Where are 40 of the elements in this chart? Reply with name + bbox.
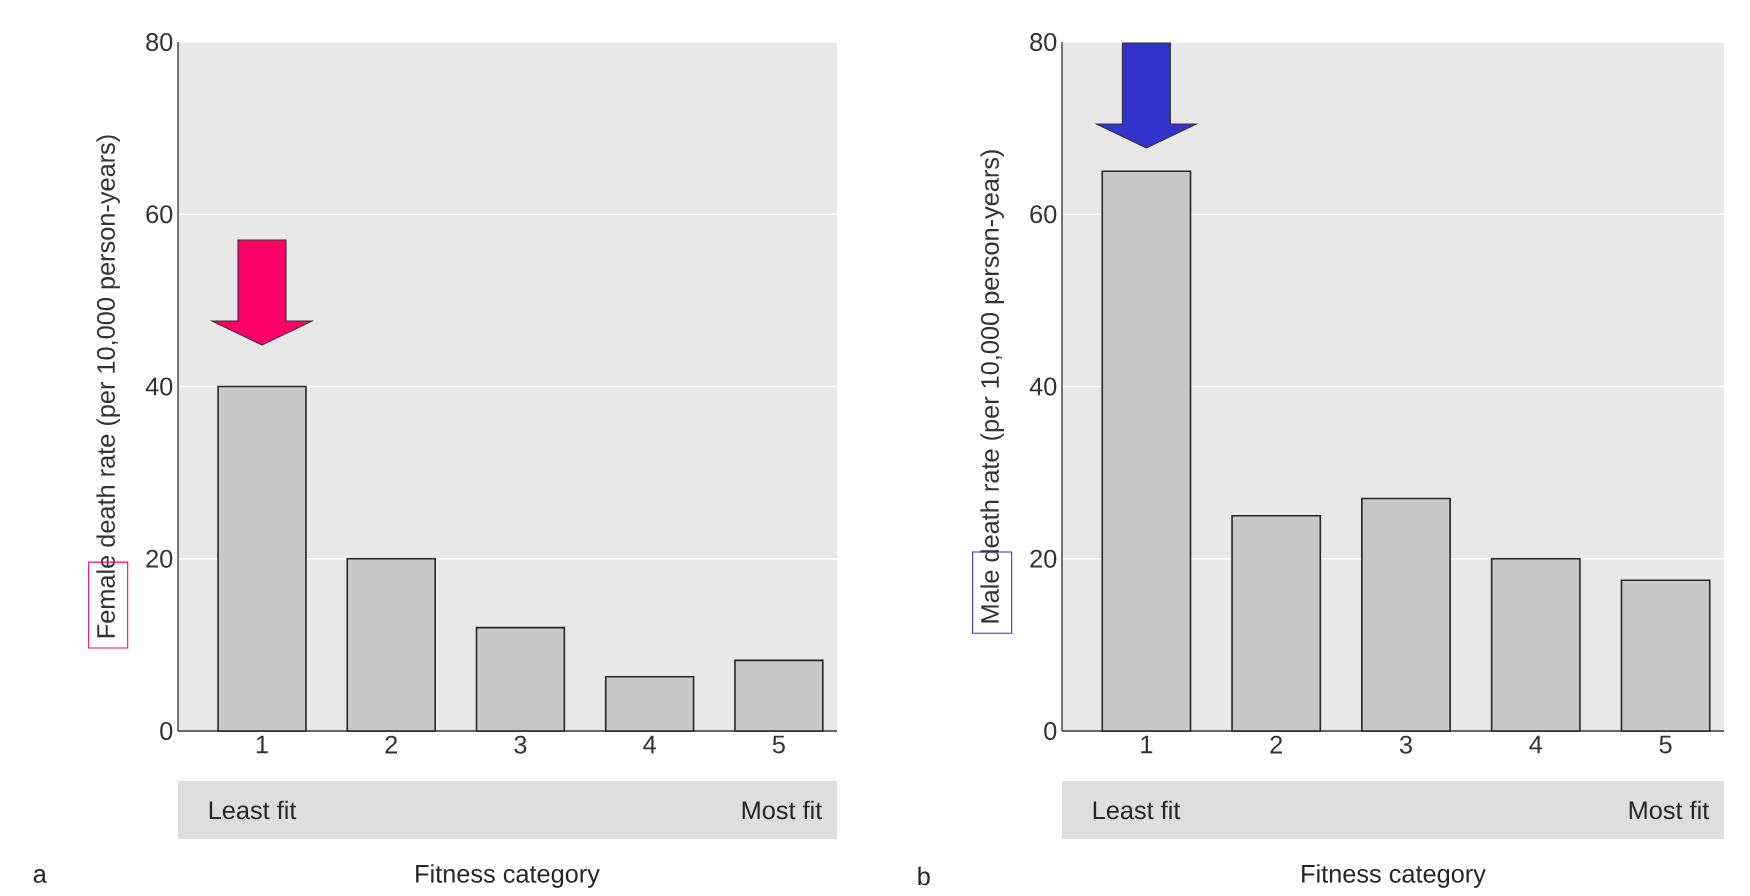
y-tick-label: 40 — [1029, 377, 1057, 396]
y-tick-label: 20 — [1030, 549, 1057, 568]
y-tick-label: 0 — [160, 722, 173, 740]
y-tick-label: 80 — [146, 33, 173, 51]
bar — [1620, 579, 1711, 732]
x-tick-label: 5 — [1659, 735, 1672, 754]
bar — [734, 659, 824, 732]
bar — [217, 385, 307, 732]
x-tick-label: 4 — [643, 735, 656, 754]
y-tick-label: 40 — [145, 377, 173, 396]
x-tick-label: 1 — [256, 735, 268, 754]
bar — [604, 675, 695, 732]
x-tick-label: 1 — [1141, 735, 1153, 754]
y-axis-title: Female death rate (per 10,000 person-years) — [96, 135, 120, 638]
bar — [1101, 170, 1192, 732]
x-tick-label: 4 — [1529, 735, 1543, 754]
y-tick-label: 20 — [146, 549, 173, 568]
bar — [346, 557, 436, 732]
bar — [1361, 497, 1451, 732]
x-tick-label: 2 — [385, 735, 397, 754]
x-tick-label: 2 — [1270, 735, 1282, 754]
y-tick-label: 60 — [146, 205, 173, 224]
bar — [1231, 514, 1322, 732]
text: a — [33, 869, 47, 883]
y-tick-label: 80 — [1030, 33, 1057, 51]
x-tick-label: 5 — [772, 735, 785, 754]
bar — [1490, 557, 1581, 732]
x-tick-label: 3 — [514, 735, 527, 754]
text: Most fit — [1629, 800, 1710, 820]
text: b — [918, 866, 930, 886]
y-axis-title: Male death rate (per 10,000 person-years) — [980, 150, 1004, 623]
x-axis-title: Fitness category — [416, 864, 600, 888]
y-tick-label: 60 — [1030, 205, 1057, 224]
y-tick-label: 0 — [1044, 722, 1057, 740]
x-axis-title: Fitness category — [1302, 864, 1486, 888]
text: Least fit — [1093, 800, 1181, 820]
bar — [475, 626, 566, 732]
x-tick-label: 3 — [1399, 735, 1412, 754]
text: Most fit — [742, 800, 823, 820]
text: Least fit — [209, 800, 297, 820]
